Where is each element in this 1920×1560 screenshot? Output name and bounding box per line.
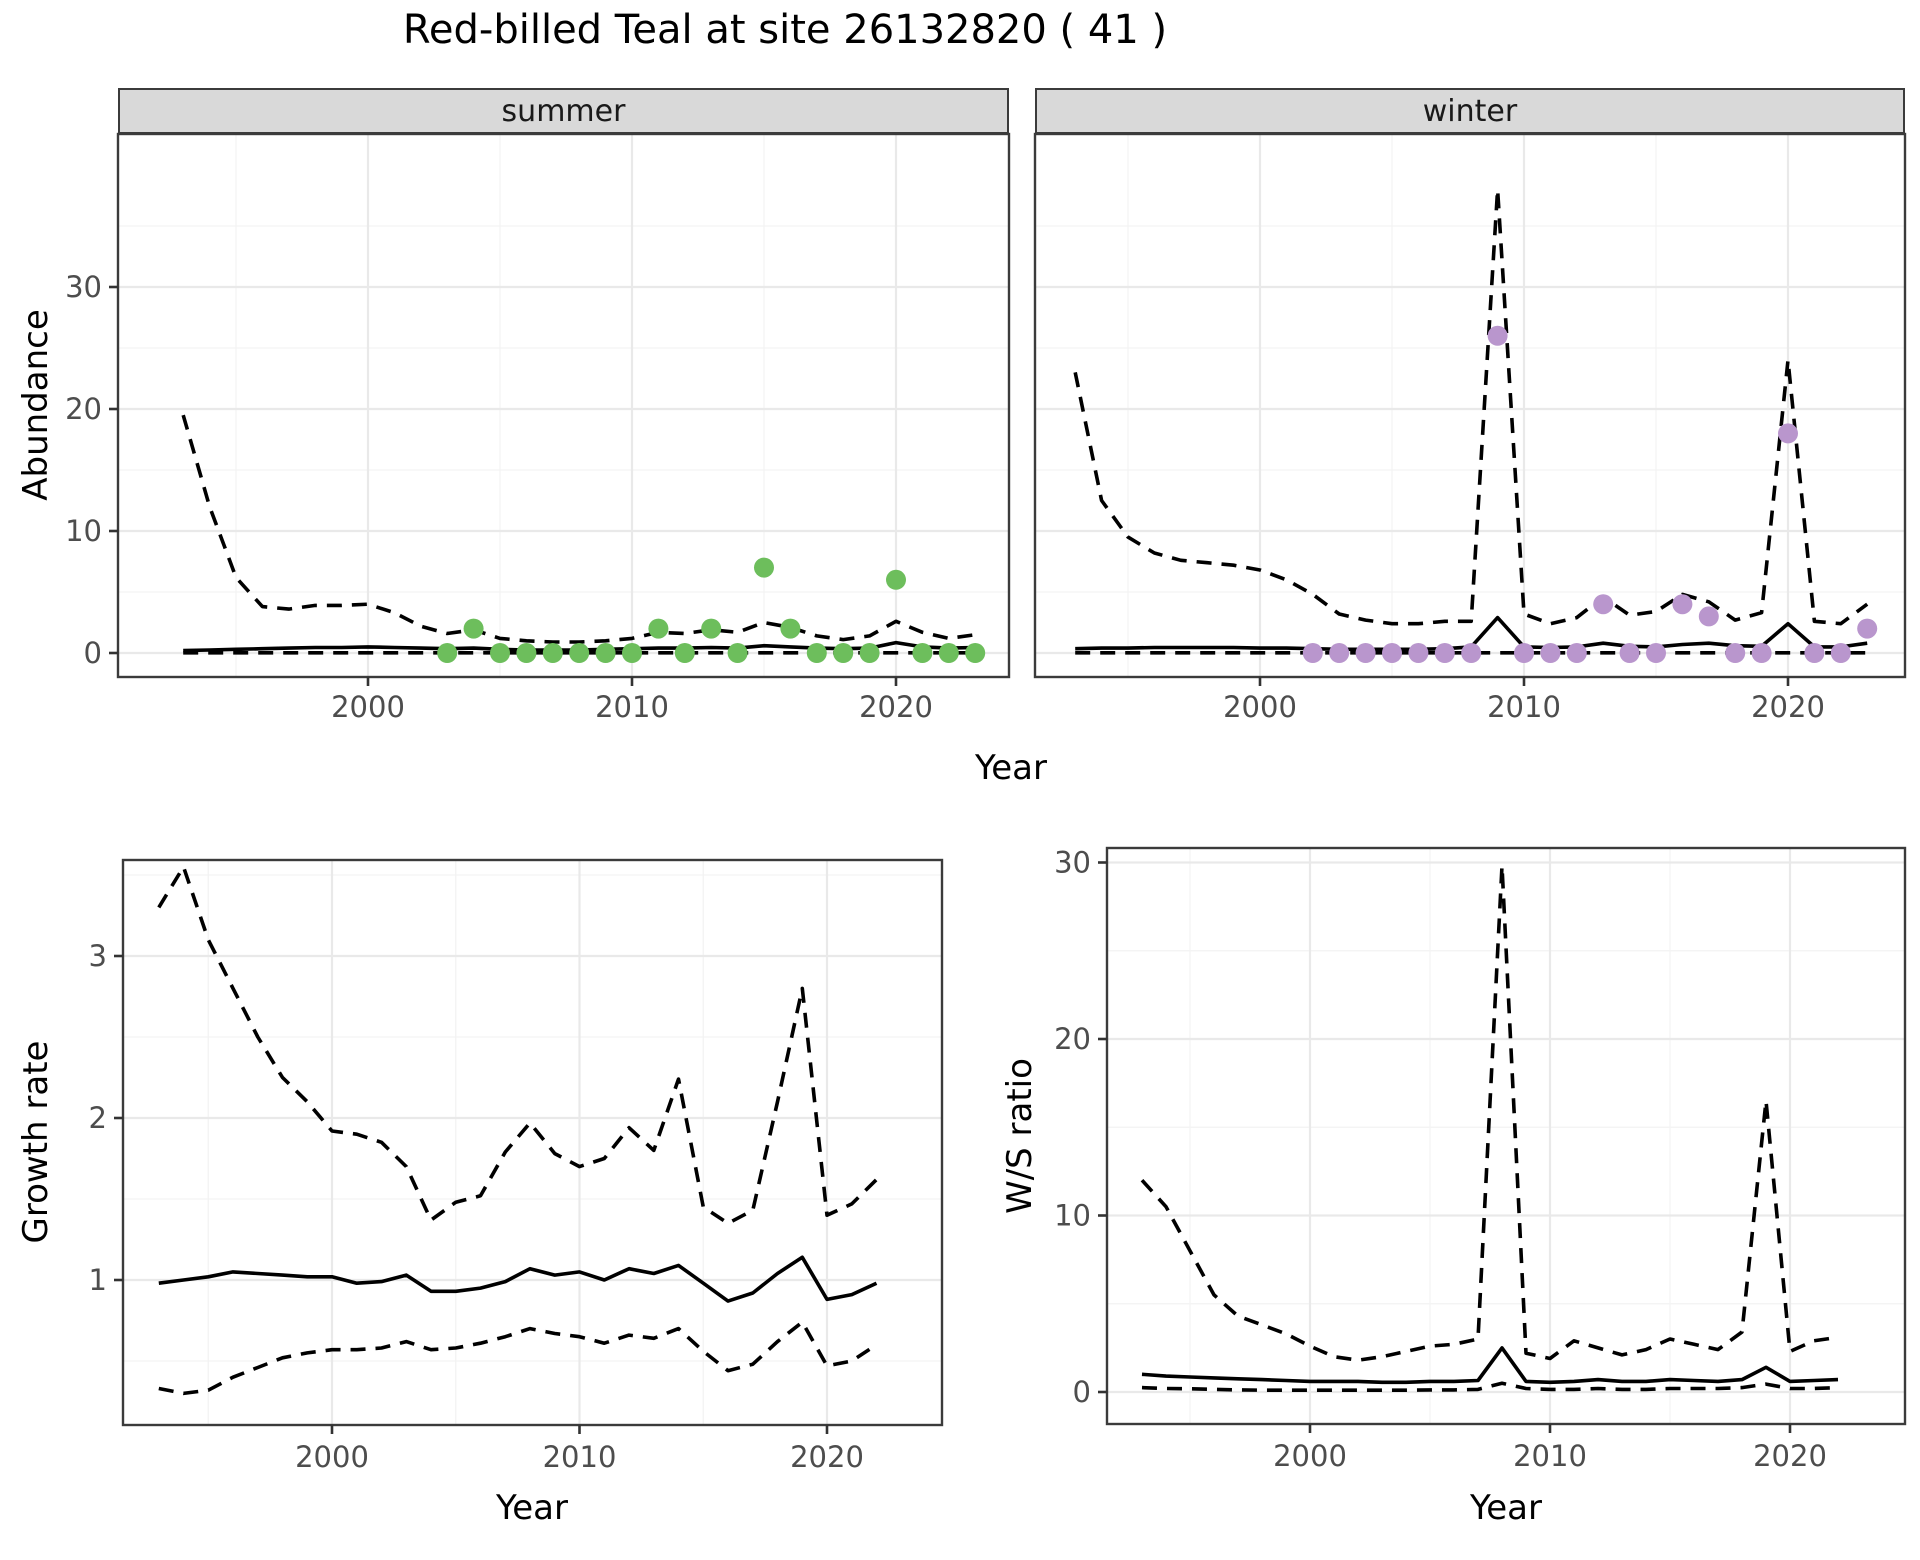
data-point: [674, 643, 695, 663]
x-tick-label: 2010: [543, 1440, 617, 1474]
x-tick-label: 2020: [859, 690, 933, 724]
x-tick-label: 2020: [1753, 1439, 1827, 1473]
data-point: [754, 557, 774, 578]
points-observed-counts-winter: [1302, 325, 1878, 663]
panel-background: [118, 134, 1009, 677]
data-point: [701, 618, 722, 639]
line-median_fit: [1141, 1346, 1839, 1385]
data-point: [912, 643, 933, 663]
panel-background: [1035, 134, 1905, 677]
data-point: [1461, 643, 1482, 663]
line-lower_ci: [158, 1320, 878, 1396]
data-point: [1408, 643, 1429, 663]
data-point: [542, 643, 563, 663]
y-tick-label: 10: [65, 514, 102, 548]
data-point: [516, 643, 537, 663]
panel-abundance-winter: 2000 2010 2020: [1033, 132, 1907, 724]
data-point: [1514, 643, 1534, 663]
axes-abundance-summer: 2000 2010 2020 0 10 20 30: [65, 270, 933, 724]
data-point: [463, 618, 484, 639]
data-point: [1857, 618, 1878, 639]
series-growth-rate: [157, 865, 878, 1396]
data-point: [1778, 423, 1798, 444]
axes-abundance-winter: 2000 2010 2020: [1223, 677, 1825, 724]
line-upper_ci: [1140, 864, 1839, 1362]
y-tick-label: 2: [89, 1101, 107, 1135]
data-point: [1434, 643, 1455, 663]
panel-border: [121, 858, 944, 1427]
data-point: [1329, 643, 1350, 663]
data-point: [965, 643, 986, 663]
data-point: [1355, 643, 1376, 663]
x-tick-label: 2010: [1487, 690, 1561, 724]
data-point: [1487, 325, 1508, 346]
x-tick-label: 2010: [1513, 1439, 1587, 1473]
data-point: [1804, 643, 1825, 663]
data-point: [833, 643, 854, 663]
x-tick-label: 2000: [1223, 690, 1297, 724]
y-tick-label: 30: [1054, 846, 1091, 880]
panel-border: [1033, 132, 1907, 679]
data-point: [1566, 643, 1587, 663]
data-point: [780, 618, 801, 639]
data-point: [1646, 643, 1666, 663]
data-point: [569, 643, 590, 663]
data-point: [1830, 643, 1851, 663]
series-ws-ratio: [1140, 864, 1839, 1392]
data-point: [490, 643, 510, 663]
data-point: [1302, 643, 1323, 663]
axes-growth-rate: 2000 2010 2020 1 2 3: [89, 939, 864, 1474]
line-upper_ci: [181, 414, 976, 644]
y-tick-label: 20: [1054, 1022, 1091, 1056]
panel-abundance-summer: 2000 2010 2020 0 10 20 30: [65, 132, 1011, 724]
x-tick-label: 2010: [595, 690, 669, 724]
x-tick-label: 2000: [295, 1440, 369, 1474]
y-tick-label: 1: [89, 1263, 107, 1297]
panel-ws-ratio: 2000 2010 2020 0 10 20 30: [1054, 846, 1907, 1474]
gridlines-ws-ratio: [1107, 848, 1905, 1424]
x-tick-label: 2000: [1273, 1439, 1347, 1473]
panel-border: [116, 132, 1011, 679]
data-point: [938, 643, 959, 663]
y-tick-label: 0: [1073, 1375, 1091, 1409]
data-point: [622, 643, 642, 663]
panel-background: [1107, 848, 1905, 1424]
panel-growth-rate: 2000 2010 2020 1 2 3: [89, 858, 944, 1474]
data-point: [1593, 594, 1614, 615]
line-upper_ci: [1073, 187, 1869, 626]
data-point: [1725, 643, 1746, 663]
gridlines-growth-rate: [123, 860, 942, 1425]
data-point: [1382, 643, 1402, 663]
data-point: [1619, 643, 1640, 663]
data-point: [859, 643, 880, 663]
data-point: [886, 569, 906, 590]
data-point: [806, 643, 827, 663]
series-abundance-summer: [181, 414, 986, 663]
y-tick-label: 3: [89, 939, 107, 973]
points-observed-counts-summer: [437, 557, 986, 663]
data-point: [595, 643, 616, 663]
data-point: [1672, 594, 1693, 615]
data-point: [727, 643, 748, 663]
data-point: [648, 618, 669, 639]
data-point: [1698, 606, 1719, 627]
y-tick-label: 10: [1054, 1199, 1091, 1233]
axes-ws-ratio: 2000 2010 2020 0 10 20 30: [1054, 846, 1827, 1474]
line-median_fit: [158, 1255, 878, 1303]
y-tick-label: 20: [65, 392, 102, 426]
data-point: [1751, 643, 1772, 663]
panel-border: [1105, 846, 1907, 1426]
x-tick-label: 2020: [1751, 690, 1825, 724]
x-tick-label: 2000: [331, 690, 405, 724]
data-point: [437, 643, 458, 663]
line-lower_ci: [1141, 1381, 1839, 1392]
x-tick-label: 2020: [790, 1440, 864, 1474]
data-point: [1540, 643, 1561, 663]
y-tick-label: 0: [84, 636, 102, 670]
y-tick-label: 30: [65, 270, 102, 304]
series-abundance-winter: [1073, 187, 1878, 663]
